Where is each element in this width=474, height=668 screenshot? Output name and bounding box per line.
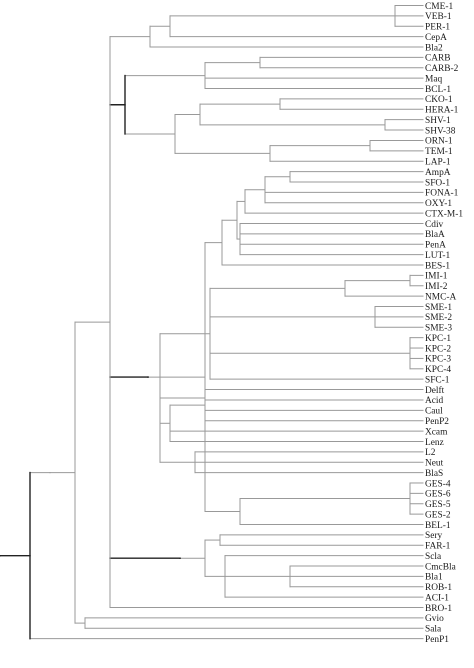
leaf-label: BEL-1: [425, 521, 451, 531]
leaf-label: FONA-1: [425, 189, 459, 199]
leaf-label: CME-1: [425, 2, 453, 12]
leaf-label: GES-2: [425, 510, 451, 520]
leaf-label: KPC-2: [425, 344, 451, 354]
leaf-label: PenP2: [425, 417, 449, 427]
leaf-label: Scla: [425, 552, 442, 562]
leaf-label: SHV-1: [425, 116, 451, 126]
leaf-label: BES-1: [425, 261, 450, 271]
tree-branches: [0, 5, 424, 640]
leaf-label: PenA: [425, 241, 446, 251]
leaf-label: SFC-1: [425, 375, 450, 385]
leaf-label: BlaA: [425, 230, 445, 240]
leaf-label: PenP1: [425, 635, 449, 645]
leaf-label: L2: [425, 448, 436, 458]
leaf-label: ROB-1: [425, 583, 452, 593]
leaf-label: PER-1: [425, 23, 450, 33]
leaf-label: Bla2: [425, 43, 443, 53]
leaf-label: BlaS: [425, 469, 443, 479]
leaf-label: ORN-1: [425, 137, 453, 147]
leaf-label: IMI-2: [425, 282, 448, 292]
leaf-label: Delft: [425, 385, 445, 396]
leaf-label: CARB: [425, 54, 451, 64]
leaf-label: OXY-1: [425, 199, 452, 209]
leaf-label: TEM-1: [425, 147, 453, 157]
leaf-label: BRO-1: [425, 604, 452, 614]
leaf-label: SFO-1: [425, 178, 450, 188]
leaf-label: SME-3: [425, 324, 452, 334]
leaf-label: CKO-1: [425, 95, 453, 105]
leaf-label: FAR-1: [425, 542, 451, 552]
leaf-label: CTX-M-1: [425, 209, 463, 219]
leaf-label: KPC-1: [425, 334, 451, 344]
leaf-label: Gvio: [425, 614, 444, 624]
leaf-label: SHV-38: [425, 126, 456, 136]
leaf-label: LUT-1: [425, 251, 450, 261]
leaf-label: AmpA: [425, 168, 451, 178]
leaf-label: Lenz: [425, 438, 444, 448]
leaf-label: CepA: [425, 33, 447, 43]
leaf-label: Acid: [425, 396, 444, 406]
leaf-label: Xcam: [425, 427, 448, 437]
leaf-label: LAP-1: [425, 158, 451, 168]
leaf-label: GES-6: [425, 490, 451, 500]
leaf-label: KPC-3: [425, 355, 451, 365]
leaf-label: Sala: [425, 625, 442, 635]
leaf-label: IMI-1: [425, 272, 448, 282]
leaf-label: NMC-A: [425, 292, 456, 302]
leaf-label: ACI-1: [425, 593, 449, 603]
leaf-labels: CME-1VEB-1PER-1CepABla2CARBCARB-2MaqBCL-…: [425, 2, 463, 645]
leaf-label: SME-1: [425, 303, 452, 313]
leaf-label: KPC-4: [425, 365, 451, 375]
leaf-label: GES-4: [425, 479, 451, 489]
leaf-label: HERA-1: [425, 106, 459, 116]
leaf-label: Sery: [425, 531, 442, 541]
leaf-label: CARB-2: [425, 64, 459, 74]
leaf-label: Bla1: [425, 573, 443, 583]
leaf-label: Neut: [425, 459, 444, 469]
leaf-label: Caul: [425, 407, 443, 417]
leaf-label: BCL-1: [425, 85, 451, 95]
leaf-label: GES-5: [425, 500, 451, 510]
leaf-label: Maq: [425, 74, 442, 84]
leaf-label: Cdiv: [425, 220, 444, 230]
leaf-label: SME-2: [425, 313, 452, 323]
leaf-label: CmcBla: [425, 562, 457, 572]
leaf-label: VEB-1: [425, 12, 452, 22]
